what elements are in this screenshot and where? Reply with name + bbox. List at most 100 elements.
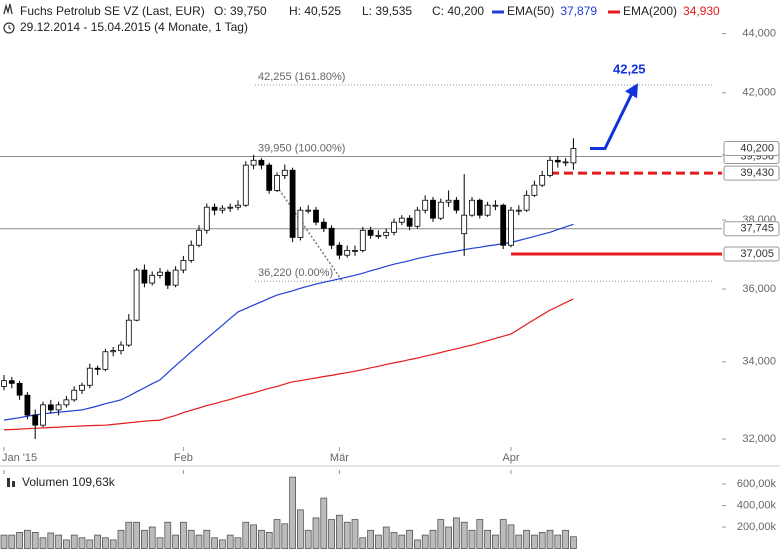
volume-tick-label: 200,00k (737, 521, 777, 533)
volume-bar (312, 517, 320, 549)
candle-body (180, 259, 187, 271)
volume-bar (460, 521, 468, 549)
candle-body (492, 204, 499, 207)
volume-bar (507, 524, 515, 549)
open-label: O: 39,750 (214, 4, 267, 18)
volume-bar (195, 534, 203, 549)
chart-title: Fuchs Petrolub SE VZ (Last, EUR) (20, 4, 205, 18)
candle-body (313, 209, 319, 223)
clock-icon (3, 22, 15, 34)
candle-body (164, 271, 171, 286)
candle-body (515, 209, 522, 212)
candle-body (258, 159, 265, 166)
volume-bar (31, 532, 39, 549)
candle-body (320, 221, 327, 229)
candle-body (55, 404, 62, 411)
candle-body (157, 271, 163, 276)
volume-bar (63, 539, 70, 549)
x-tick-label: Apr (502, 452, 519, 464)
volume-bar (164, 521, 172, 549)
volume-bar (187, 529, 195, 549)
candle-body (328, 227, 335, 246)
volume-bar (382, 526, 390, 549)
candle-body (539, 175, 546, 186)
volume-bar (289, 476, 296, 549)
candle-body (383, 231, 390, 236)
volume-icon (12, 481, 15, 487)
candle-body (469, 199, 475, 216)
candle-body (562, 161, 569, 164)
target-label: 42,25 (613, 62, 646, 77)
candle-body (391, 221, 397, 233)
candle-body (281, 169, 288, 176)
candle-body (149, 274, 156, 284)
volume-bar (94, 534, 101, 549)
volume-bar (234, 537, 242, 549)
price-box (723, 221, 780, 237)
volume-bar (203, 529, 211, 549)
x-tick-label: Mär (330, 452, 349, 464)
volume-bar (437, 519, 445, 549)
volume-bar (281, 523, 289, 549)
candle-body (235, 204, 241, 208)
volume-bar (39, 537, 47, 549)
volume-bar (180, 521, 187, 549)
candle-body (484, 204, 491, 216)
volume-bar (265, 532, 273, 549)
candle-body (94, 367, 101, 370)
volume-title: Volumen 109,63k (22, 475, 116, 489)
candle-body (71, 389, 78, 401)
low-label: L: 39,535 (362, 4, 412, 18)
candle-body (352, 249, 358, 252)
volume-bar (343, 521, 351, 549)
candle-body (227, 206, 234, 209)
legend-label: EMA(200) (623, 4, 677, 18)
volume-bar (304, 529, 312, 549)
candle-body (188, 244, 195, 261)
candle-body (1, 380, 7, 387)
candle-body (24, 394, 31, 416)
fib-label: 42,255 (161.80%) (258, 71, 345, 83)
volume-bar (351, 519, 359, 549)
volume-bar (242, 521, 250, 549)
candle-body (47, 404, 54, 411)
y-tick-label: 36,000 (742, 283, 776, 295)
volume-bar (359, 537, 367, 549)
volume-bar (70, 534, 78, 549)
volume-bar (468, 529, 476, 549)
y-tick-label: 34,000 (742, 356, 776, 368)
volume-bar (538, 532, 546, 549)
volume-bar (156, 537, 164, 549)
volume-bar (172, 534, 179, 549)
volume-bar (398, 534, 406, 549)
close-label: C: 40,200 (432, 4, 484, 18)
header-icon (3, 3, 15, 34)
target-arrowhead (625, 83, 638, 99)
volume-bar (429, 529, 437, 549)
x-tick-label: Jan '15 (2, 452, 37, 464)
candle-body (336, 244, 343, 256)
fib-label: 36,220 (0.00%) (258, 267, 333, 279)
volume-bar (546, 529, 554, 549)
volume-bar (320, 497, 328, 549)
price-box-label: 37,745 (740, 223, 774, 235)
target-arrow (590, 92, 634, 151)
volume-bar (78, 537, 86, 549)
legend-value: 37,879 (560, 4, 597, 18)
price-box (723, 141, 780, 157)
date-range: 29.12.2014 - 15.04.2015 (4 Monate, 1 Tag… (20, 20, 248, 34)
volume-bar (47, 532, 55, 549)
candle-body (16, 382, 23, 396)
candle-body (500, 204, 507, 246)
ema-line (3, 298, 574, 431)
volume-bar (258, 529, 265, 549)
legend-label: EMA(50) (507, 4, 554, 18)
candle-body (531, 184, 538, 196)
candle-body (266, 164, 273, 191)
candle-body (570, 148, 577, 164)
volume-bar (484, 529, 491, 549)
volume-bar (109, 539, 117, 549)
volume-bar (421, 534, 429, 549)
